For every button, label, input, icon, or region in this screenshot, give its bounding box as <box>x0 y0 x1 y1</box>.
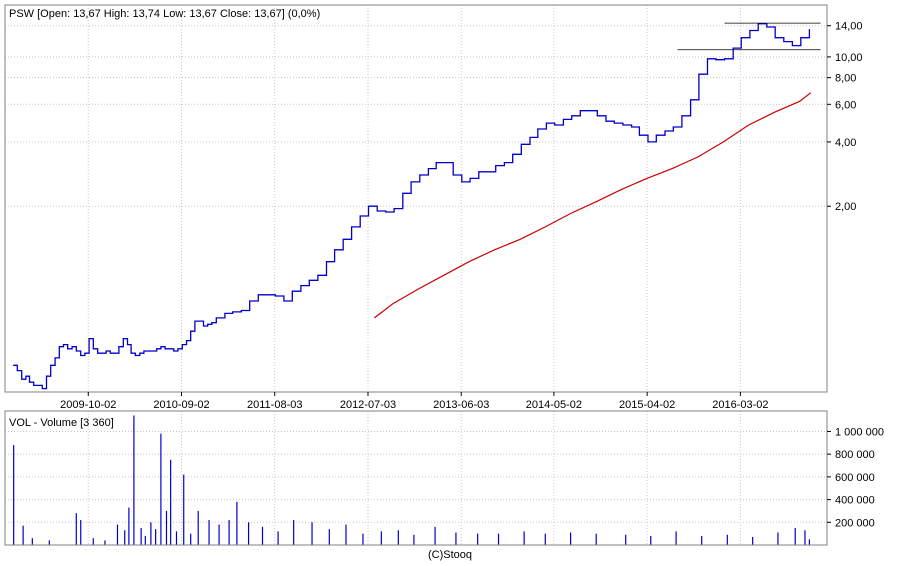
x-tick-label: 2013-06-03 <box>433 399 489 411</box>
x-tick-label: 2009-10-02 <box>60 399 116 411</box>
price-y-tick-label: 4,00 <box>835 137 856 149</box>
volume-panel-title: VOL - Volume [3 360] <box>9 417 114 429</box>
price-y-tick-label: 6,00 <box>835 99 856 111</box>
price-series-line <box>13 23 811 390</box>
volume-y-tick-label: 200 000 <box>835 517 875 529</box>
volume-plot <box>13 415 811 545</box>
volume-y-axis: 1 000 000 800 000 600 000 400 000 200 000 <box>827 426 884 529</box>
price-plot <box>13 22 821 390</box>
price-y-tick-label: 8,00 <box>835 73 856 85</box>
price-grid <box>5 5 827 392</box>
volume-y-tick-label: 600 000 <box>835 472 875 484</box>
volume-panel-frame <box>4 410 828 546</box>
moving-average-line <box>374 92 812 319</box>
price-panel-frame <box>4 4 828 393</box>
copyright-label: (C)Stooq <box>428 549 472 561</box>
price-y-tick-label: 2,00 <box>835 201 856 213</box>
x-tick-label: 2015-04-02 <box>619 399 675 411</box>
x-tick-label: 2016-03-02 <box>712 399 768 411</box>
volume-y-tick-label: 800 000 <box>835 449 875 461</box>
x-tick-label: 2010-09-02 <box>153 399 209 411</box>
volume-y-tick-label: 1 000 000 <box>835 426 884 438</box>
price-panel-title: PSW [Open: 13,67 High: 13,74 Low: 13,67 … <box>9 8 320 20</box>
price-y-tick-label: 10,00 <box>835 52 863 64</box>
x-tick-label: 2014-05-02 <box>526 399 582 411</box>
price-y-axis: 14,00 10,00 8,00 6,00 4,00 2,00 <box>827 21 863 213</box>
volume-grid <box>5 411 827 545</box>
price-y-tick-label: 14,00 <box>835 21 863 33</box>
date-x-axis: 2009-10-02 2010-09-02 2011-08-03 2012-07-03… <box>60 392 769 411</box>
volume-y-tick-label: 400 000 <box>835 495 875 507</box>
x-tick-label: 2011-08-03 <box>247 399 302 411</box>
x-tick-label: 2012-07-03 <box>340 399 396 411</box>
